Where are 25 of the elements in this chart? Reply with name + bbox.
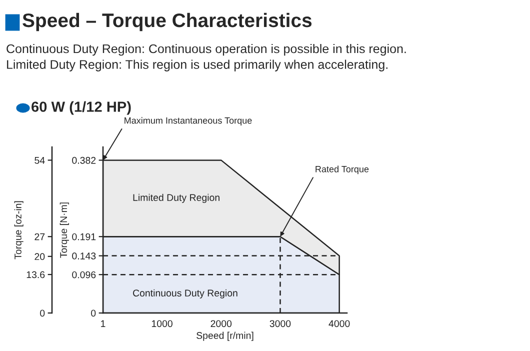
- chart-title: Speed – Torque Characteristics: [22, 12, 312, 32]
- x-tick-label: 1: [101, 320, 106, 327]
- y2-tick-label: 27: [34, 233, 45, 240]
- text: 60 W (1/12 HP): [32, 101, 131, 115]
- annotation: Rated Torque: [316, 166, 369, 174]
- y-tick-label: 0.382: [72, 156, 96, 164]
- x-tick-label: 1000: [152, 320, 172, 328]
- y-tick-label: 0.096: [72, 271, 96, 278]
- x-axis-title: Speed [r/min]: [196, 332, 254, 341]
- chart-subtitle: Continuous Duty Region: Continuous operation is possible in this region. Limited Duty Region: This region is used primarily when accelerating.: [6, 44, 406, 72]
- x-tick-label: 3000: [270, 320, 291, 328]
- series-label: Limited Duty Region: [133, 194, 220, 203]
- x-tick-label: 4000: [328, 320, 350, 328]
- y-axis-title: Torque [N·m]: [60, 202, 69, 258]
- x-tick-label: 2000: [210, 320, 232, 328]
- y-tick-label: 0: [91, 310, 96, 317]
- y2-tick-label: 20: [34, 253, 45, 260]
- y2-tick-label: 13.6: [26, 271, 45, 278]
- annotation: Maximum Instantaneous Torque: [124, 117, 252, 126]
- y2-axis-title: Torque [oz-in]: [14, 201, 24, 260]
- series-label: Continuous Duty Region: [133, 289, 238, 298]
- y-tick-label: 0.143: [72, 252, 96, 260]
- y2-tick-label: 0: [40, 310, 45, 317]
- y-tick-label: 0.191: [72, 233, 96, 240]
- y2-tick-label: 54: [34, 157, 45, 164]
